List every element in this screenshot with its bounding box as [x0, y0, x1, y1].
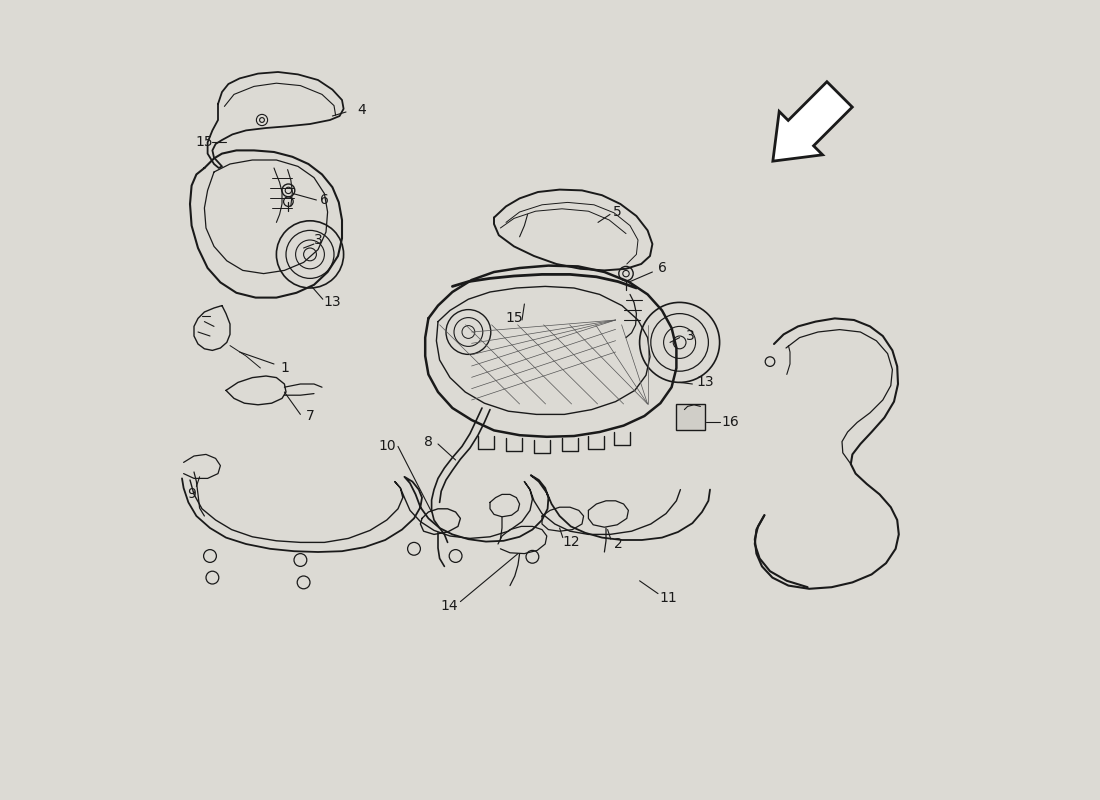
Text: 1: 1: [280, 361, 289, 375]
Text: 5: 5: [613, 205, 621, 219]
Text: 10: 10: [378, 439, 396, 454]
Text: 4: 4: [356, 103, 365, 118]
Text: 13: 13: [323, 295, 341, 310]
Polygon shape: [773, 82, 852, 161]
Text: 14: 14: [440, 599, 458, 614]
Text: 6: 6: [658, 261, 667, 275]
Text: 15: 15: [196, 135, 213, 150]
FancyBboxPatch shape: [676, 404, 705, 430]
Text: 8: 8: [424, 434, 432, 449]
Text: 2: 2: [615, 537, 624, 551]
Text: 11: 11: [660, 591, 678, 606]
Text: 6: 6: [320, 193, 329, 207]
Text: 12: 12: [562, 535, 580, 550]
Text: 15: 15: [505, 311, 522, 326]
Text: 3: 3: [685, 329, 694, 343]
Text: 9: 9: [187, 487, 196, 502]
Text: 3: 3: [314, 233, 322, 247]
Text: 16: 16: [722, 415, 739, 430]
Text: 7: 7: [306, 409, 315, 423]
Text: 13: 13: [696, 375, 714, 390]
